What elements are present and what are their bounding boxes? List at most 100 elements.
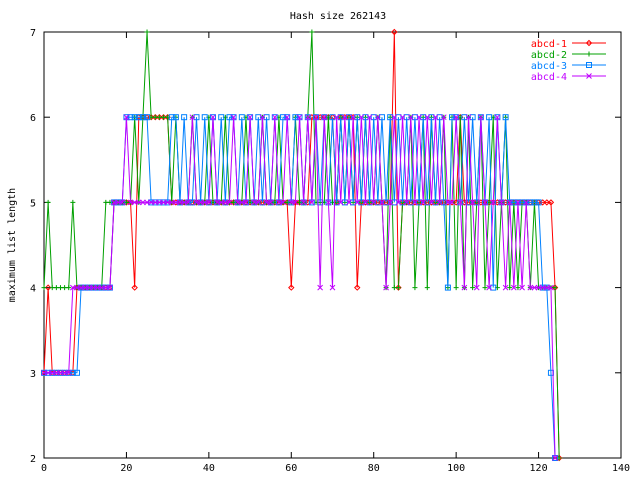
data-point <box>515 285 521 291</box>
data-point <box>57 369 64 376</box>
data-point <box>238 114 245 121</box>
data-point <box>189 114 196 121</box>
data-point <box>238 199 245 206</box>
data-point <box>535 284 542 291</box>
data-point <box>78 284 84 291</box>
legend-entry: abcd-2 <box>531 50 606 61</box>
plot-frame <box>43 31 622 459</box>
series-abcd-2 <box>41 29 562 461</box>
series-layer <box>40 28 563 462</box>
data-point <box>168 114 175 121</box>
data-point <box>144 29 150 35</box>
data-point <box>585 39 593 47</box>
data-point <box>424 114 431 121</box>
data-point <box>449 199 455 206</box>
data-point <box>420 199 427 206</box>
data-point <box>461 284 468 291</box>
data-point <box>296 114 303 121</box>
series-line <box>43 31 560 459</box>
data-point <box>366 114 373 121</box>
data-point <box>73 369 80 376</box>
data-point <box>53 369 60 376</box>
data-point <box>168 199 175 206</box>
data-point <box>218 199 225 206</box>
data-point <box>543 199 551 206</box>
data-point <box>531 199 538 206</box>
data-point <box>586 73 592 79</box>
data-point <box>86 284 93 291</box>
legend-entry: abcd-3 <box>531 61 606 72</box>
data-point <box>329 114 336 121</box>
x-tick-label: 40 <box>203 463 215 474</box>
data-point <box>362 199 369 206</box>
legend-entry: abcd-4 <box>531 72 606 83</box>
data-point <box>374 199 381 206</box>
data-point <box>152 199 159 206</box>
data-point <box>94 284 101 291</box>
data-point <box>424 199 431 206</box>
data-point <box>444 284 451 291</box>
data-point <box>412 285 418 291</box>
data-point <box>374 114 381 121</box>
data-point <box>172 114 179 121</box>
data-point <box>358 199 365 206</box>
data-point <box>41 285 47 291</box>
data-point <box>428 114 435 121</box>
data-point <box>461 114 468 121</box>
data-point <box>201 199 208 206</box>
data-point <box>453 285 459 291</box>
x-tick-label: 0 <box>41 463 47 474</box>
data-point <box>276 199 282 206</box>
data-point <box>313 114 319 121</box>
data-point <box>197 199 204 206</box>
data-point <box>74 284 80 291</box>
data-point <box>586 62 592 68</box>
data-point <box>399 114 406 121</box>
data-point <box>288 199 295 206</box>
data-point <box>333 114 340 121</box>
x-tick-label: 80 <box>368 463 380 474</box>
data-point <box>49 369 56 376</box>
data-point <box>185 199 192 206</box>
data-point <box>548 284 554 291</box>
data-point <box>362 114 369 121</box>
data-point <box>449 114 456 121</box>
data-point <box>506 199 513 206</box>
data-point <box>131 114 138 121</box>
y-axis-label: maximum list length <box>7 188 18 302</box>
data-point <box>309 199 315 206</box>
data-point <box>399 199 406 206</box>
data-point <box>523 199 530 206</box>
y-tick-label: 2 <box>30 454 36 465</box>
data-point <box>453 114 459 121</box>
data-point <box>41 369 47 376</box>
data-point <box>486 114 493 121</box>
data-point <box>436 114 443 121</box>
data-point <box>519 284 525 291</box>
axis-ticks: 0 20 40 60 80 100 120 140 2 3 4 5 6 7 <box>30 28 630 474</box>
data-point <box>115 199 122 206</box>
data-point <box>337 199 344 206</box>
data-point <box>354 114 361 121</box>
data-point <box>156 199 163 206</box>
data-point <box>300 199 307 206</box>
legend-label: abcd-4 <box>531 72 567 83</box>
data-point <box>440 114 447 121</box>
data-point <box>473 284 480 291</box>
data-point <box>345 114 352 121</box>
data-point <box>181 114 188 121</box>
data-point <box>539 284 546 291</box>
data-point <box>45 199 51 205</box>
data-point <box>111 199 117 206</box>
legend-entry: abcd-1 <box>531 39 606 50</box>
data-point <box>498 199 505 206</box>
data-point <box>329 284 336 291</box>
data-point <box>436 199 443 206</box>
data-point <box>387 199 394 206</box>
data-point <box>271 114 278 121</box>
data-point <box>478 114 484 121</box>
data-point <box>226 114 233 121</box>
x-tick-label: 120 <box>530 463 548 474</box>
data-point <box>383 284 389 291</box>
data-point <box>181 199 187 206</box>
